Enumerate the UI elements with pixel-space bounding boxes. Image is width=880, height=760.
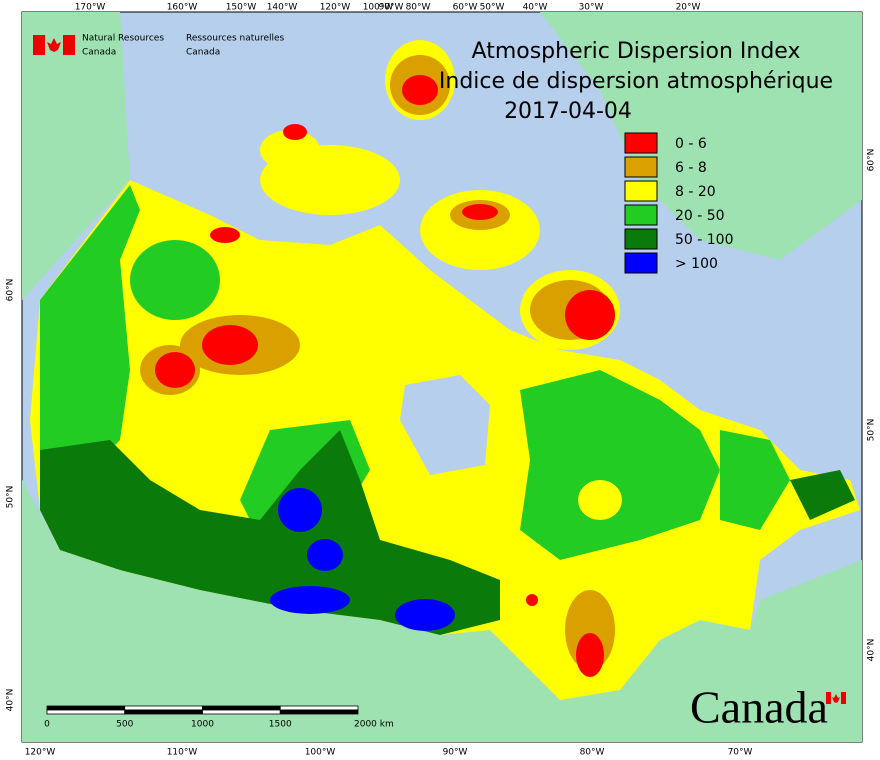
map-title: Atmospheric Dispersion Index bbox=[472, 39, 801, 64]
map-title: Indice de dispersion atmosphérique bbox=[439, 69, 833, 94]
legend-swatch bbox=[624, 180, 658, 202]
lon-label: 120°W bbox=[320, 3, 351, 13]
legend-label: 50 - 100 bbox=[675, 232, 734, 248]
scale-segment bbox=[202, 709, 281, 715]
agency-en: Canada bbox=[82, 48, 116, 58]
map-date: 2017-04-04 bbox=[504, 99, 632, 124]
legend-label: 6 - 8 bbox=[675, 160, 707, 176]
scale-segment bbox=[46, 709, 126, 715]
lat-label: 50°N bbox=[6, 486, 16, 509]
legend-label: > 100 bbox=[675, 256, 718, 272]
lon-label: 160°W bbox=[167, 3, 198, 13]
lon-label: 20°W bbox=[676, 3, 701, 13]
scale-segment bbox=[124, 705, 203, 711]
lon-label: 110°W bbox=[167, 748, 198, 758]
scale-segment bbox=[202, 705, 281, 711]
scale-label: 1000 bbox=[191, 720, 214, 730]
lon-label: 30°W bbox=[579, 3, 604, 13]
legend-swatch bbox=[624, 156, 658, 178]
scale-label: 1500 bbox=[269, 720, 292, 730]
scale-label: 2000 km bbox=[354, 720, 394, 730]
agency-fr: Canada bbox=[186, 48, 220, 58]
lat-label: 60°N bbox=[867, 149, 877, 172]
scale-segment bbox=[279, 709, 359, 715]
legend-swatch bbox=[624, 204, 658, 226]
legend-label: 8 - 20 bbox=[675, 184, 716, 200]
lon-label: 140°W bbox=[267, 3, 298, 13]
scale-label: 500 bbox=[116, 720, 133, 730]
agency-fr: Ressources naturelles bbox=[186, 34, 285, 44]
lat-label: 40°N bbox=[6, 689, 16, 712]
lat-label: 40°N bbox=[867, 639, 877, 662]
legend-swatch bbox=[624, 132, 658, 154]
wordmark-flag bbox=[826, 692, 846, 704]
lon-label: 80°W bbox=[406, 3, 431, 13]
scale-label: 0 bbox=[44, 720, 50, 730]
lon-label: 150°W bbox=[226, 3, 257, 13]
lon-label: 70°W bbox=[728, 748, 753, 758]
lon-label: 80°W bbox=[580, 748, 605, 758]
scale-segment bbox=[124, 709, 203, 715]
lon-label: 90°W bbox=[379, 3, 404, 13]
lon-label: 90°W bbox=[443, 748, 468, 758]
flag-logo bbox=[33, 35, 75, 55]
agency-en: Natural Resources bbox=[82, 34, 164, 44]
legend-swatch bbox=[624, 252, 658, 274]
foreign-land bbox=[22, 12, 862, 742]
lat-label: 60°N bbox=[6, 279, 16, 302]
canada-wordmark: Canada bbox=[690, 682, 828, 733]
lon-label: 100°W bbox=[305, 748, 336, 758]
legend-swatch bbox=[624, 228, 658, 250]
lon-label: 120°W bbox=[25, 748, 56, 758]
lon-label: 100°W bbox=[363, 3, 394, 13]
legend-label: 20 - 50 bbox=[675, 208, 725, 224]
dispersion-field bbox=[30, 40, 860, 700]
lat-label: 50°N bbox=[867, 419, 877, 442]
lon-label: 170°W bbox=[75, 3, 106, 13]
scale-segment bbox=[46, 705, 126, 711]
lon-label: 40°W bbox=[523, 3, 548, 13]
legend-label: 0 - 6 bbox=[675, 136, 707, 152]
scale-segment bbox=[279, 705, 359, 711]
lon-label: 60°W bbox=[453, 3, 478, 13]
lon-label: 50°W bbox=[480, 3, 505, 13]
